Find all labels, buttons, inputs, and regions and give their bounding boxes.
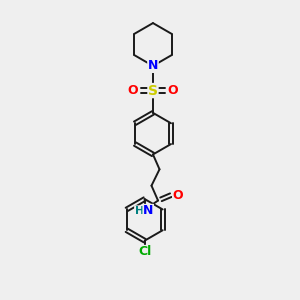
Text: Cl: Cl [138, 245, 151, 258]
Text: O: O [172, 189, 183, 202]
Text: O: O [168, 84, 178, 97]
Text: S: S [148, 84, 158, 98]
Text: N: N [143, 204, 153, 218]
Text: H: H [135, 206, 144, 216]
Text: N: N [148, 59, 158, 72]
Text: O: O [128, 84, 138, 97]
